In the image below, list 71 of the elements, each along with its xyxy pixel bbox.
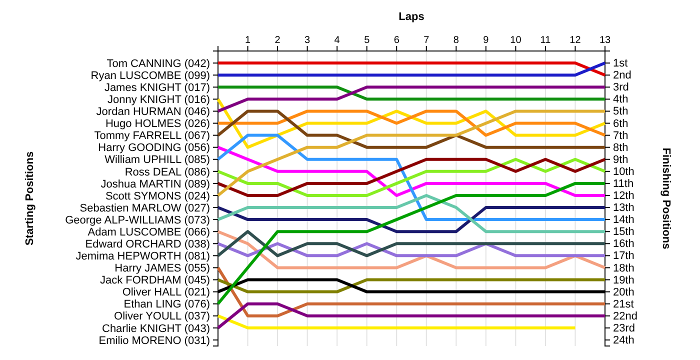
y-tick-label: 5th bbox=[613, 106, 628, 118]
x-tick-label: 12 bbox=[570, 35, 582, 46]
text: Ethan LING (076) bbox=[124, 298, 210, 311]
x-tick-label: 2 bbox=[274, 35, 281, 46]
x-tick-label: 1 bbox=[244, 35, 251, 46]
y-tick-label: 3rd bbox=[613, 82, 629, 94]
text: William UPHILL (085) bbox=[104, 154, 210, 166]
x-tick-label: 13 bbox=[599, 35, 611, 46]
x-tick-label: 5 bbox=[364, 35, 370, 46]
y-tick-label: 17th bbox=[613, 250, 634, 262]
x-tick-label: 9 bbox=[483, 35, 490, 46]
y-tick-label: 16th bbox=[613, 238, 634, 250]
text: Jemima HEPWORTH (081) bbox=[76, 250, 210, 263]
text: Ross DEAL (086) bbox=[124, 166, 210, 178]
y-tick-label: 2nd bbox=[613, 70, 632, 82]
text: Ryan LUSCOMBE (099) bbox=[90, 70, 210, 82]
line-series bbox=[216, 146, 606, 197]
y-tick-label: 21st bbox=[613, 298, 634, 310]
y-tick-label: 18th bbox=[613, 262, 634, 274]
y-tick-label: 6th bbox=[613, 118, 628, 130]
y-tick-label: 8th bbox=[613, 142, 628, 154]
line-series bbox=[216, 230, 606, 270]
x-tick-label: 10 bbox=[510, 35, 522, 46]
y-tick-label: 4th bbox=[613, 94, 628, 106]
text: George ALP-WILLIAMS (073) bbox=[65, 214, 210, 226]
x-axis-title: Laps bbox=[398, 11, 424, 23]
y-axis-title: Finishing Positions bbox=[660, 148, 672, 250]
y-tick-label: 14th bbox=[613, 214, 634, 226]
text: Emilio MORENO (031) bbox=[98, 334, 210, 347]
x-tick-label: 7 bbox=[424, 35, 430, 46]
text: Tommy FARRELL (067) bbox=[94, 130, 210, 142]
text: Oliver YOULL (037) bbox=[114, 310, 210, 323]
x-tick-label: 6 bbox=[394, 35, 400, 46]
x-tick-label: 3 bbox=[304, 35, 311, 46]
y-tick-label: 23rd bbox=[613, 322, 636, 334]
y-tick-label: 11th bbox=[613, 178, 634, 190]
x-tick-label: 8 bbox=[453, 35, 460, 46]
text: Edward ORCHARD (038) bbox=[85, 238, 210, 250]
text: Adam LUSCOMBE (066) bbox=[88, 226, 210, 238]
text: Scott SYMONS (024) bbox=[105, 190, 210, 202]
y-tick-label: 1st bbox=[613, 58, 628, 70]
line-series bbox=[216, 98, 606, 149]
text: James KNIGHT (017) bbox=[104, 82, 210, 94]
line-series bbox=[216, 194, 606, 234]
text: Joshua MARTIN (089) bbox=[100, 178, 210, 190]
y-tick-label: 24th bbox=[613, 334, 634, 346]
text: Hugo HOLMES (026) bbox=[105, 118, 210, 130]
line-series bbox=[216, 182, 606, 306]
text: Harry GOODING (056) bbox=[98, 142, 210, 154]
line-series bbox=[216, 158, 606, 197]
text: Tom CANNING (042) bbox=[106, 58, 210, 70]
text: Sebastien MARLOW (027) bbox=[80, 202, 210, 214]
y-tick-label: 12th bbox=[613, 190, 634, 202]
text: Jordan HURMAN (046) bbox=[96, 106, 210, 118]
text: Charlie KNIGHT (043) bbox=[102, 322, 210, 335]
y-tick-label: 9th bbox=[613, 154, 628, 166]
text: Starting Positions bbox=[24, 151, 36, 246]
text: Jonny KNIGHT (016) bbox=[107, 94, 210, 106]
y-tick-label: 7th bbox=[613, 130, 628, 142]
y-tick-label: 19th bbox=[613, 274, 634, 286]
line-series bbox=[216, 110, 606, 197]
y-tick-label: 22nd bbox=[613, 310, 638, 322]
text: Harry JAMES (055) bbox=[114, 262, 210, 275]
text: Oliver HALL (021) bbox=[122, 286, 210, 299]
y-tick-label: 13th bbox=[613, 202, 634, 214]
y-tick-label: 10th bbox=[613, 166, 634, 178]
y-tick-label: 20th bbox=[613, 286, 634, 298]
x-tick-label: 4 bbox=[334, 35, 340, 46]
text: Jack FORDHAM (045) bbox=[100, 274, 210, 287]
y-tick-label: 15th bbox=[613, 226, 634, 238]
x-tick-label: 11 bbox=[540, 35, 552, 46]
